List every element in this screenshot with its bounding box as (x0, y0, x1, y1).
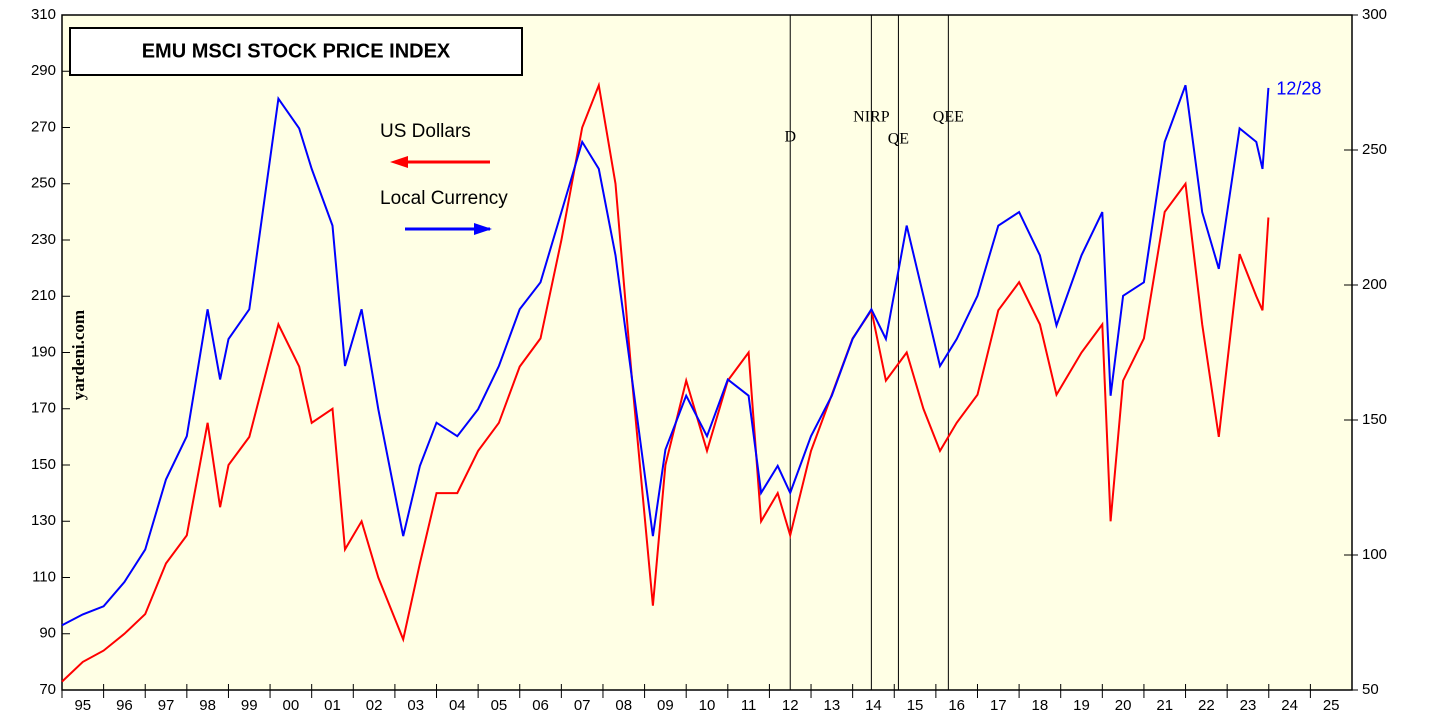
y-tick-label: 70 (39, 681, 56, 698)
y-tick-label: 290 (31, 62, 56, 79)
x-tick-label: 21 (1156, 697, 1173, 714)
x-tick-label: 05 (491, 697, 508, 714)
event-label: QE (888, 131, 909, 148)
x-tick-label: 99 (241, 697, 258, 714)
legend-arrowhead (390, 156, 408, 168)
x-tick-label: 08 (615, 697, 632, 714)
x-tick-label: 00 (283, 697, 300, 714)
x-tick-label: 03 (407, 697, 424, 714)
y-tick-label: 310 (31, 6, 56, 23)
watermark: yardeni.com (69, 310, 88, 400)
y2-tick-label: 50 (1362, 681, 1379, 698)
y-tick-label: 90 (39, 625, 56, 642)
x-tick-label: 95 (74, 697, 91, 714)
x-tick-label: 18 (1032, 697, 1049, 714)
y2-tick-label: 150 (1362, 411, 1387, 428)
x-tick-label: 09 (657, 697, 674, 714)
x-tick-label: 14 (865, 697, 882, 714)
y2-tick-label: 300 (1362, 6, 1387, 23)
plot-area (61, 14, 1353, 691)
series-line (61, 81, 1270, 683)
y-tick-label: 170 (31, 400, 56, 417)
x-tick-label: 20 (1115, 697, 1132, 714)
chart-title: EMU MSCI STOCK PRICE INDEX (142, 40, 451, 62)
legend-label: Local Currency (380, 188, 508, 209)
x-tick-label: 15 (907, 697, 924, 714)
y-tick-label: 270 (31, 118, 56, 135)
x-tick-label: 04 (449, 697, 466, 714)
x-tick-label: 25 (1323, 697, 1340, 714)
y-tick-label: 130 (31, 512, 56, 529)
x-tick-label: 22 (1198, 697, 1215, 714)
x-tick-label: 11 (741, 697, 757, 714)
x-tick-label: 01 (324, 697, 341, 714)
x-tick-label: 13 (823, 697, 840, 714)
event-label: QEE (933, 109, 964, 126)
x-tick-label: 96 (116, 697, 133, 714)
y-tick-label: 150 (31, 456, 56, 473)
x-tick-label: 06 (532, 697, 549, 714)
series-line (61, 84, 1270, 627)
y2-tick-label: 100 (1362, 546, 1387, 563)
y-tick-label: 210 (31, 287, 56, 304)
x-tick-label: 10 (699, 697, 716, 714)
title-box (69, 27, 523, 76)
x-tick-label: 02 (366, 697, 383, 714)
y-tick-label: 190 (31, 343, 56, 360)
end-label: 12/28 (1276, 79, 1321, 99)
x-tick-label: 23 (1240, 697, 1257, 714)
y-tick-label: 230 (31, 231, 56, 248)
y2-tick-label: 250 (1362, 141, 1387, 158)
y-tick-label: 110 (32, 568, 56, 585)
event-label: NIRP (853, 109, 890, 126)
x-tick-label: 19 (1073, 697, 1090, 714)
x-tick-label: 16 (948, 697, 965, 714)
event-label: D (784, 129, 796, 146)
x-tick-label: 17 (990, 697, 1007, 714)
x-tick-label: 97 (158, 697, 175, 714)
x-tick-label: 12 (782, 697, 799, 714)
legend-label: US Dollars (380, 121, 471, 142)
x-tick-label: 98 (199, 697, 216, 714)
y-tick-label: 250 (31, 175, 56, 192)
legend-arrowhead (474, 223, 492, 235)
x-tick-label: 24 (1281, 697, 1298, 714)
y2-tick-label: 200 (1362, 276, 1387, 293)
x-tick-label: 07 (574, 697, 591, 714)
